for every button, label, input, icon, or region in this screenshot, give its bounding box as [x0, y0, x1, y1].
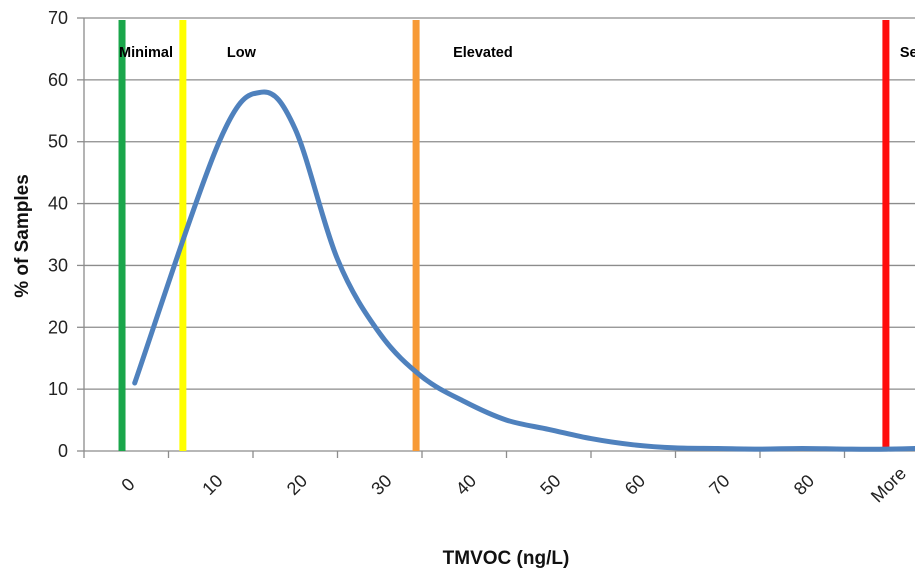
y-tick-label-30: 30: [48, 255, 68, 275]
y-tick-label-0: 0: [58, 441, 68, 461]
zone-labels: Minimal Low Elevated Severe: [119, 45, 915, 61]
y-tick-label-20: 20: [48, 317, 68, 337]
x-tick-label-0: 0: [117, 474, 138, 495]
y-tick-label-10: 10: [48, 379, 68, 399]
x-tick-label-60: 60: [621, 471, 649, 499]
y-tick-labels: 0 10 20 30 40 50 60 70: [48, 8, 68, 461]
series-layer: [132, 89, 915, 452]
x-tick-label-30: 30: [367, 471, 395, 499]
series-line-0: [132, 89, 915, 452]
x-tick-label-70: 70: [705, 471, 733, 499]
zone-label-low: Low: [227, 45, 257, 61]
x-tick-label-80: 80: [790, 471, 818, 499]
axes: [77, 17, 915, 458]
x-tick-label-50: 50: [536, 471, 564, 499]
y-tick-label-60: 60: [48, 70, 68, 90]
x-tick-labels: 0 10 20 30 40 50 60 70 80 More: [117, 463, 910, 506]
x-axis-title: TMVOC (ng/L): [443, 548, 570, 569]
x-tick-label-10: 10: [198, 471, 226, 499]
y-tick-label-40: 40: [48, 194, 68, 214]
gridlines: [84, 17, 915, 390]
x-tick-label-40: 40: [452, 471, 480, 499]
zone-label-elevated: Elevated: [453, 45, 513, 61]
y-tick-label-70: 70: [48, 8, 68, 28]
x-tick-label-More: More: [867, 463, 910, 506]
y-tick-label-50: 50: [48, 132, 68, 152]
x-tick-label-20: 20: [283, 471, 311, 499]
threshold-lines: [118, 20, 890, 451]
zone-label-minimal: Minimal: [119, 45, 173, 61]
y-axis-title: % of Samples: [12, 174, 33, 298]
zone-label-severe: Severe: [900, 45, 915, 61]
